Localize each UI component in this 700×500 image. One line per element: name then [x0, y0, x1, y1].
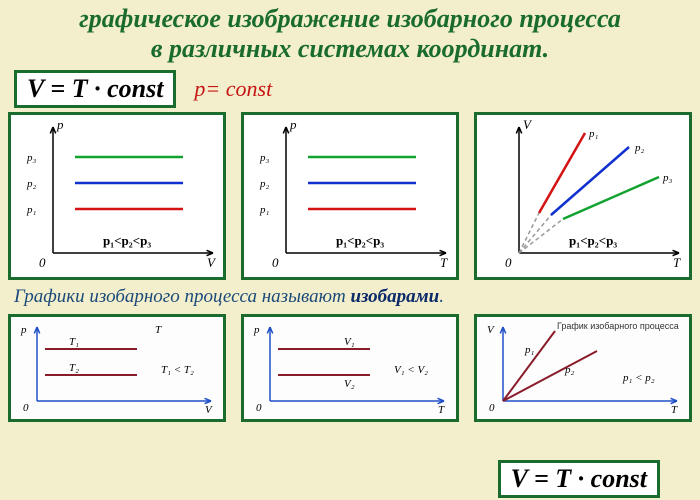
svg-text:p₁<p₂<p₃: p₁<p₂<p₃ — [569, 233, 617, 248]
svg-text:0: 0 — [505, 255, 512, 270]
svg-text:p₂: p₂ — [564, 364, 575, 376]
svg-text:p₁: p₁ — [588, 128, 599, 140]
formula-row: V = T · const p= const — [0, 64, 700, 110]
svg-text:V₁ < V₂: V₁ < V₂ — [394, 364, 428, 376]
svg-text:График изобарного процесса: График изобарного процесса — [557, 321, 679, 331]
top-charts-row: pV0p₃p₂p₁p₁<p₂<p₃pT0p₃p₂p₁p₁<p₂<p₃VT0p₁p… — [0, 110, 700, 282]
svg-text:p₁: p₁ — [259, 204, 270, 216]
title-line-2: в различных системах координат. — [151, 34, 549, 63]
svg-text:p₁: p₁ — [524, 344, 535, 356]
svg-text:0: 0 — [39, 255, 46, 270]
svg-text:V: V — [205, 404, 213, 416]
svg-text:p₁<p₂<p₃: p₁<p₂<p₃ — [103, 233, 151, 248]
svg-text:T: T — [673, 255, 681, 270]
svg-text:p: p — [20, 324, 27, 336]
svg-text:p: p — [289, 117, 297, 132]
svg-text:0: 0 — [489, 402, 495, 414]
svg-text:T₂: T₂ — [69, 362, 79, 374]
svg-text:0: 0 — [256, 402, 262, 414]
caption-em: изобарами — [350, 286, 439, 307]
svg-text:p: p — [56, 117, 64, 132]
formula-top: V = T · const — [14, 70, 176, 108]
svg-text:V₂: V₂ — [344, 378, 355, 390]
top-chart-0: p V 0 p₃ p₂ p₁ p₁<p₂<p₃ — [8, 112, 226, 280]
bottom-chart-0: p V 0 T T₁ T₂ T₁ < T₂ — [8, 314, 226, 422]
svg-text:T: T — [440, 255, 448, 270]
title-line-1: графическое изображение изобарного проце… — [79, 4, 621, 33]
svg-text:p₃: p₃ — [259, 152, 270, 164]
svg-text:T: T — [438, 404, 445, 416]
svg-text:p₃: p₃ — [26, 152, 37, 164]
caption-post: . — [439, 286, 444, 307]
svg-text:p: p — [253, 324, 260, 336]
caption: Графики изобарного процесса называют изо… — [0, 282, 700, 312]
svg-text:T₁: T₁ — [69, 336, 79, 348]
svg-text:p₁ < p₂: p₁ < p₂ — [622, 372, 655, 384]
svg-text:p₁: p₁ — [26, 204, 37, 216]
bottom-chart-1: p T 0 V₁ V₂ V₁ < V₂ — [241, 314, 459, 422]
svg-text:T₁ < T₂: T₁ < T₂ — [161, 364, 194, 376]
bottom-charts-row: p V 0 T T₁ T₂ T₁ < T₂ p T 0 V₁ V₂ V₁ < V₂ V T 0 График и… — [0, 312, 700, 424]
svg-text:p₂: p₂ — [634, 142, 645, 154]
svg-text:T: T — [671, 404, 678, 416]
svg-text:0: 0 — [23, 402, 29, 414]
caption-pre: Графики изобарного процесса называют — [14, 286, 350, 307]
svg-text:V: V — [487, 324, 495, 336]
svg-text:p₂: p₂ — [259, 178, 270, 190]
svg-text:V₁: V₁ — [344, 336, 355, 348]
svg-text:p₃: p₃ — [662, 172, 673, 184]
svg-text:0: 0 — [272, 255, 279, 270]
svg-text:V: V — [207, 255, 217, 270]
svg-text:p₂: p₂ — [26, 178, 37, 190]
top-chart-1: p T 0 p₃ p₂ p₁ p₁<p₂<p₃ — [241, 112, 459, 280]
svg-text:p₁<p₂<p₃: p₁<p₂<p₃ — [336, 233, 384, 248]
top-chart-2: V T 0 p₁ p₂ p₃ p₁<p₂<p₃ — [474, 112, 692, 280]
p-const-label: p= const — [194, 76, 272, 102]
formula-bottom: V = T · const — [498, 460, 660, 498]
page-title: графическое изображение изобарного проце… — [0, 0, 700, 64]
svg-text:T: T — [155, 324, 162, 336]
bottom-chart-2: V T 0 График изобарного процесса p₁ p₂ p₁ < p₂ — [474, 314, 692, 422]
svg-text:V: V — [523, 117, 533, 132]
